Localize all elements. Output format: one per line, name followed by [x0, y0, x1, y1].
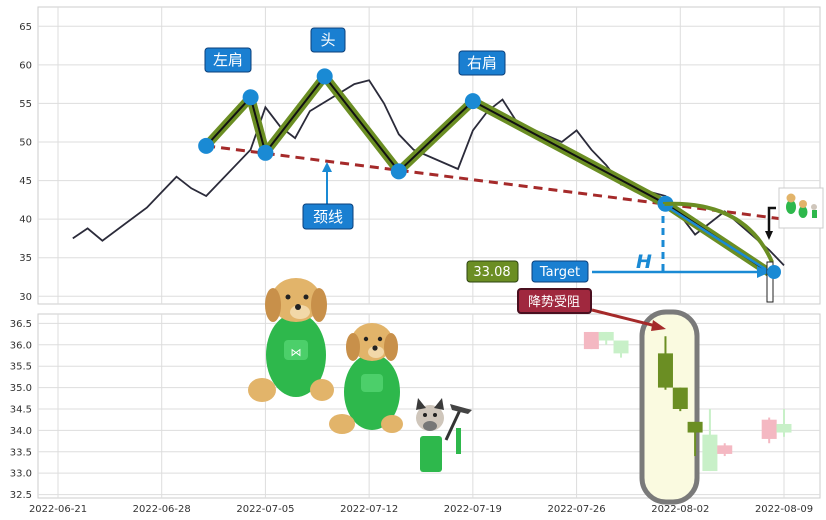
target-arrow-head	[757, 266, 770, 278]
bottom-y-tick-label: 36.0	[10, 340, 32, 351]
bottom-y-tick-label: 33.5	[10, 447, 32, 458]
resistance-text: 降势受阻	[528, 294, 580, 310]
top-y-tick-label: 65	[19, 22, 32, 33]
candle	[657, 336, 673, 390]
bottom-y-tick-label: 34.0	[10, 426, 32, 437]
y-tick-labels: 30 35 40 45 50 55 60 65 32.5 33.0 33.5 34.0 34.5 35.0…	[10, 22, 32, 501]
candle-body	[583, 331, 599, 350]
top-y-tick-label: 50	[19, 138, 32, 149]
candle	[672, 387, 688, 412]
bottom-y-tick-label: 33.0	[10, 469, 32, 480]
head-text: 头	[320, 31, 335, 49]
top-y-tick-label: 45	[19, 176, 32, 187]
x-tick-label: 2022-07-19	[444, 504, 502, 515]
pattern-point-marker	[464, 93, 481, 110]
x-tick-label: 2022-07-12	[340, 504, 398, 515]
pattern-markers	[198, 68, 674, 212]
x-tick-labels: 2022-06-21 2022-06-28 2022-07-05 2022-07-12…	[29, 504, 813, 515]
x-tick-label: 2022-07-05	[236, 504, 294, 515]
svg-text:⋈: ⋈	[291, 346, 302, 359]
candle	[687, 421, 703, 457]
target-label: Target	[531, 260, 589, 283]
bracket-arrow-head	[765, 231, 773, 240]
pattern-point-marker	[242, 89, 259, 106]
projection-line	[662, 202, 771, 274]
right-shoulder-label: 右肩	[458, 50, 506, 76]
dogs-thumbnail-icon	[778, 187, 824, 229]
candle	[776, 408, 792, 437]
head-label: 头	[310, 27, 346, 53]
candle-body	[687, 421, 703, 433]
resistance-label: 降势受阻	[517, 288, 666, 331]
neckline-dashed	[205, 144, 785, 221]
candle	[583, 331, 599, 350]
neckline-label: 颈线	[302, 162, 354, 230]
pattern-point-marker	[316, 68, 333, 85]
candle-body	[598, 331, 614, 341]
x-tick-label: 2022-06-21	[29, 504, 87, 515]
x-tick-label: 2022-06-28	[133, 504, 191, 515]
bottom-y-tick-label: 35.0	[10, 383, 32, 394]
resistance-highlight-box	[639, 309, 700, 505]
pattern-point-marker	[390, 163, 407, 180]
top-y-tick-label: 60	[19, 60, 32, 71]
candle-body	[657, 353, 673, 388]
candlesticks	[583, 331, 792, 472]
pattern-point-marker	[257, 144, 274, 161]
pattern-line	[205, 75, 770, 274]
top-y-tick-label: 35	[19, 253, 32, 264]
x-tick-label: 2022-07-26	[548, 504, 606, 515]
top-y-tick-label: 30	[19, 292, 32, 303]
bottom-y-tick-label: 36.5	[10, 319, 32, 330]
dog-mascot-icon: ⋈	[248, 278, 334, 402]
left-shoulder-text: 左肩	[213, 51, 243, 69]
candle	[613, 340, 629, 358]
candle	[761, 417, 777, 444]
candle-body	[702, 434, 718, 472]
candle	[598, 331, 614, 345]
pattern-point-marker	[198, 137, 215, 154]
candle-body	[672, 387, 688, 409]
height-label: H	[636, 251, 652, 273]
left-shoulder-label: 左肩	[204, 47, 252, 73]
top-y-tick-label: 40	[19, 215, 32, 226]
bracket-arrow	[767, 206, 776, 232]
candle-body	[761, 419, 777, 439]
bottom-y-tick-label: 34.5	[10, 404, 32, 415]
target-marker	[767, 265, 781, 279]
candle-body	[717, 445, 733, 454]
target-text: Target	[539, 265, 580, 280]
candle	[717, 443, 733, 457]
bottom-y-tick-label: 32.5	[10, 490, 32, 501]
x-tick-label: 2022-08-02	[651, 504, 709, 515]
right-shoulder-text: 右肩	[467, 54, 497, 72]
bottom-y-tick-label: 35.5	[10, 362, 32, 373]
target-value-label: 33.08	[466, 260, 519, 283]
projection-curve	[662, 201, 774, 263]
target-bar	[766, 261, 774, 303]
target-value-text: 33.08	[473, 265, 510, 280]
dog-mascot-small-icon	[329, 323, 403, 434]
worker-mascot-icon	[416, 398, 472, 472]
candle-body	[613, 340, 629, 354]
top-y-tick-label: 55	[19, 99, 32, 110]
candle	[702, 408, 718, 472]
candle-body	[776, 423, 792, 433]
x-tick-label: 2022-08-09	[755, 504, 813, 515]
neckline-text: 颈线	[313, 208, 343, 226]
